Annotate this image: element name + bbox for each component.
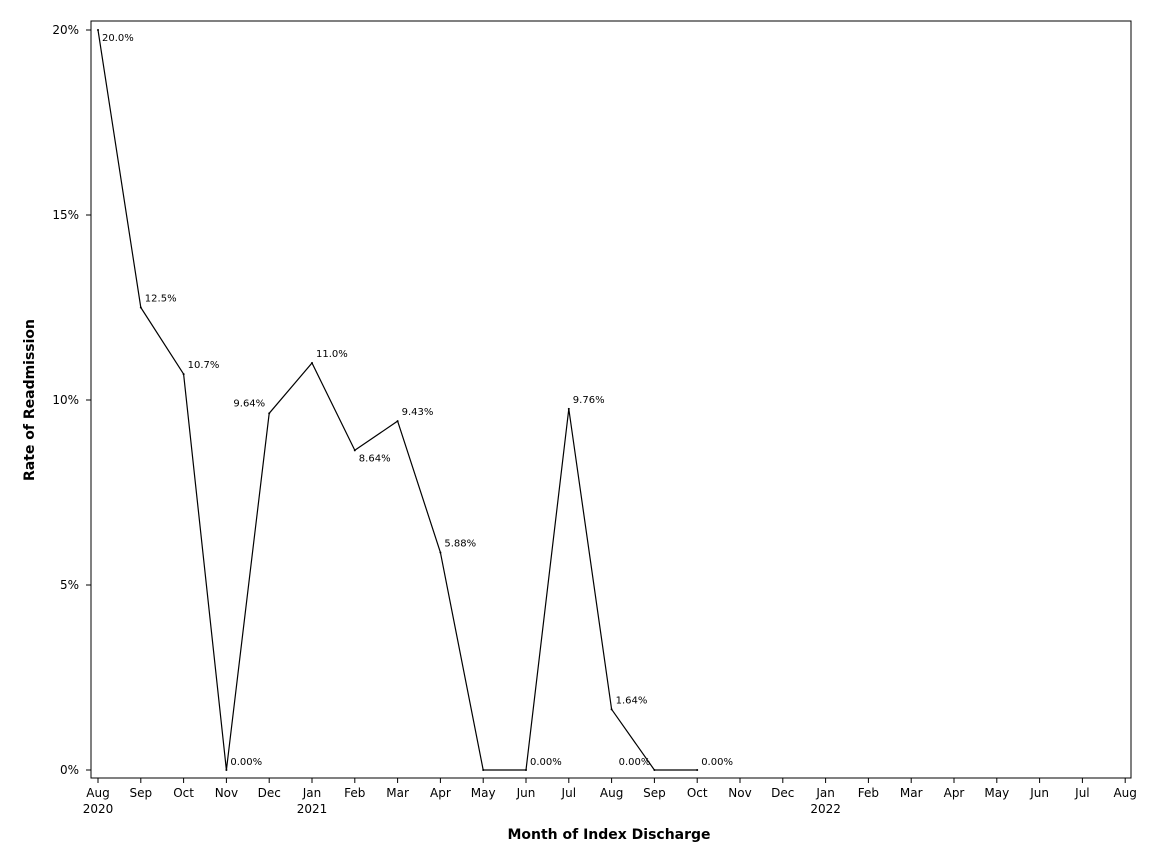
y-axis: 0% 5% 10% 15% 20% bbox=[52, 23, 91, 777]
data-point bbox=[353, 449, 356, 452]
y-tick-label: 10% bbox=[52, 393, 79, 407]
data-label: 1.64% bbox=[616, 695, 648, 706]
data-point bbox=[225, 769, 228, 771]
x-tick-label: Sep bbox=[129, 786, 152, 800]
x-tick-year-label: 2020 bbox=[83, 802, 114, 816]
data-point bbox=[439, 551, 442, 554]
x-tick-label: Jul bbox=[561, 786, 576, 800]
y-tick-label: 5% bbox=[60, 578, 79, 592]
x-tick-label: Jun bbox=[516, 786, 536, 800]
data-label: 8.64% bbox=[359, 453, 391, 464]
data-label: 9.76% bbox=[573, 395, 605, 406]
y-tick-label: 15% bbox=[52, 208, 79, 222]
x-axis-title: Month of Index Discharge bbox=[507, 827, 710, 843]
x-tick-label: Apr bbox=[430, 786, 451, 800]
y-tick-label: 0% bbox=[60, 763, 79, 777]
x-tick-label: Aug bbox=[600, 786, 623, 800]
y-axis-title: Rate of Readmission bbox=[22, 319, 38, 481]
x-tick-label: Mar bbox=[386, 786, 409, 800]
x-tick-year-label: 2021 bbox=[297, 802, 328, 816]
x-tick-label: Feb bbox=[344, 786, 365, 800]
data-labels: 20.0% 12.5% 10.7% 0.00% 9.64% 11.0% 8.64% 9.43%… bbox=[97, 29, 733, 771]
data-label: 20.0% bbox=[102, 33, 134, 44]
data-point bbox=[182, 373, 185, 376]
x-tick-label: May bbox=[984, 786, 1009, 800]
x-axis: Aug 2020 Sep Oct Nov Dec Jan 2021 Feb Mar Apr May Ju… bbox=[83, 778, 1137, 816]
data-label: 5.88% bbox=[444, 538, 476, 549]
x-tick-label: Mar bbox=[900, 786, 923, 800]
series-line bbox=[97, 29, 698, 771]
data-label: 0.00% bbox=[530, 757, 562, 768]
data-point bbox=[696, 769, 699, 771]
data-label: 0.00% bbox=[619, 757, 651, 768]
data-label: 0.00% bbox=[230, 757, 262, 768]
data-label: 9.64% bbox=[233, 398, 265, 409]
y-tick-label: 20% bbox=[52, 23, 79, 37]
data-point bbox=[610, 708, 613, 711]
data-point bbox=[653, 769, 656, 771]
x-tick-label: Dec bbox=[258, 786, 281, 800]
x-tick-label: May bbox=[471, 786, 496, 800]
x-tick-label: Nov bbox=[728, 786, 751, 800]
data-label: 12.5% bbox=[145, 294, 177, 305]
data-label: 11.0% bbox=[316, 349, 348, 360]
data-point bbox=[311, 362, 313, 364]
data-point bbox=[97, 29, 99, 31]
x-tick-year-label: 2022 bbox=[810, 802, 841, 816]
data-point bbox=[525, 769, 527, 771]
data-label: 10.7% bbox=[188, 360, 220, 371]
x-tick-label: Apr bbox=[944, 786, 965, 800]
x-tick-label: Oct bbox=[687, 786, 708, 800]
data-point bbox=[268, 412, 271, 415]
x-tick-label: Jun bbox=[1029, 786, 1049, 800]
x-tick-label: Jan bbox=[302, 786, 322, 800]
data-label: 0.00% bbox=[701, 757, 733, 768]
x-tick-label: Nov bbox=[215, 786, 238, 800]
data-point bbox=[139, 306, 142, 309]
x-tick-label: Aug bbox=[86, 786, 109, 800]
data-point bbox=[482, 769, 485, 771]
x-tick-label: Aug bbox=[1113, 786, 1136, 800]
data-point bbox=[567, 407, 570, 410]
x-tick-label: Sep bbox=[643, 786, 666, 800]
data-point bbox=[396, 420, 399, 423]
x-tick-label: Dec bbox=[771, 786, 794, 800]
x-tick-label: Jul bbox=[1074, 786, 1089, 800]
x-tick-label: Feb bbox=[858, 786, 879, 800]
x-tick-label: Oct bbox=[173, 786, 194, 800]
x-tick-label: Jan bbox=[815, 786, 835, 800]
data-label: 9.43% bbox=[402, 407, 434, 418]
